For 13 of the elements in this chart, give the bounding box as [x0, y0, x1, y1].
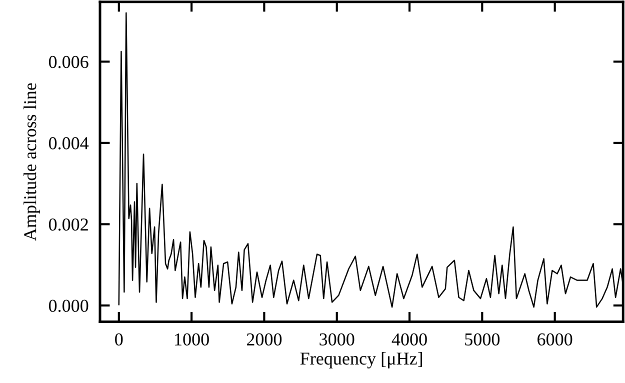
- x-tick-label: 3000: [320, 333, 354, 346]
- y-tick-label: 0.000: [48, 300, 88, 312]
- x-tick-label: 1000: [175, 333, 209, 346]
- x-tick-label: 6000: [538, 333, 572, 346]
- x-tick-label: 4000: [392, 333, 427, 346]
- y-tick-label: 0.006: [48, 56, 88, 68]
- y-axis-title: Amplitude across line: [24, 83, 40, 241]
- y-tick-label: 0.002: [48, 218, 88, 231]
- x-tick-label: 5000: [465, 333, 500, 346]
- x-tick-label: 0: [115, 333, 123, 346]
- y-tick-label: 0.004: [48, 137, 89, 150]
- x-axis-title: Frequency [μHz]: [300, 352, 422, 368]
- x-tick-label: 2000: [246, 333, 282, 346]
